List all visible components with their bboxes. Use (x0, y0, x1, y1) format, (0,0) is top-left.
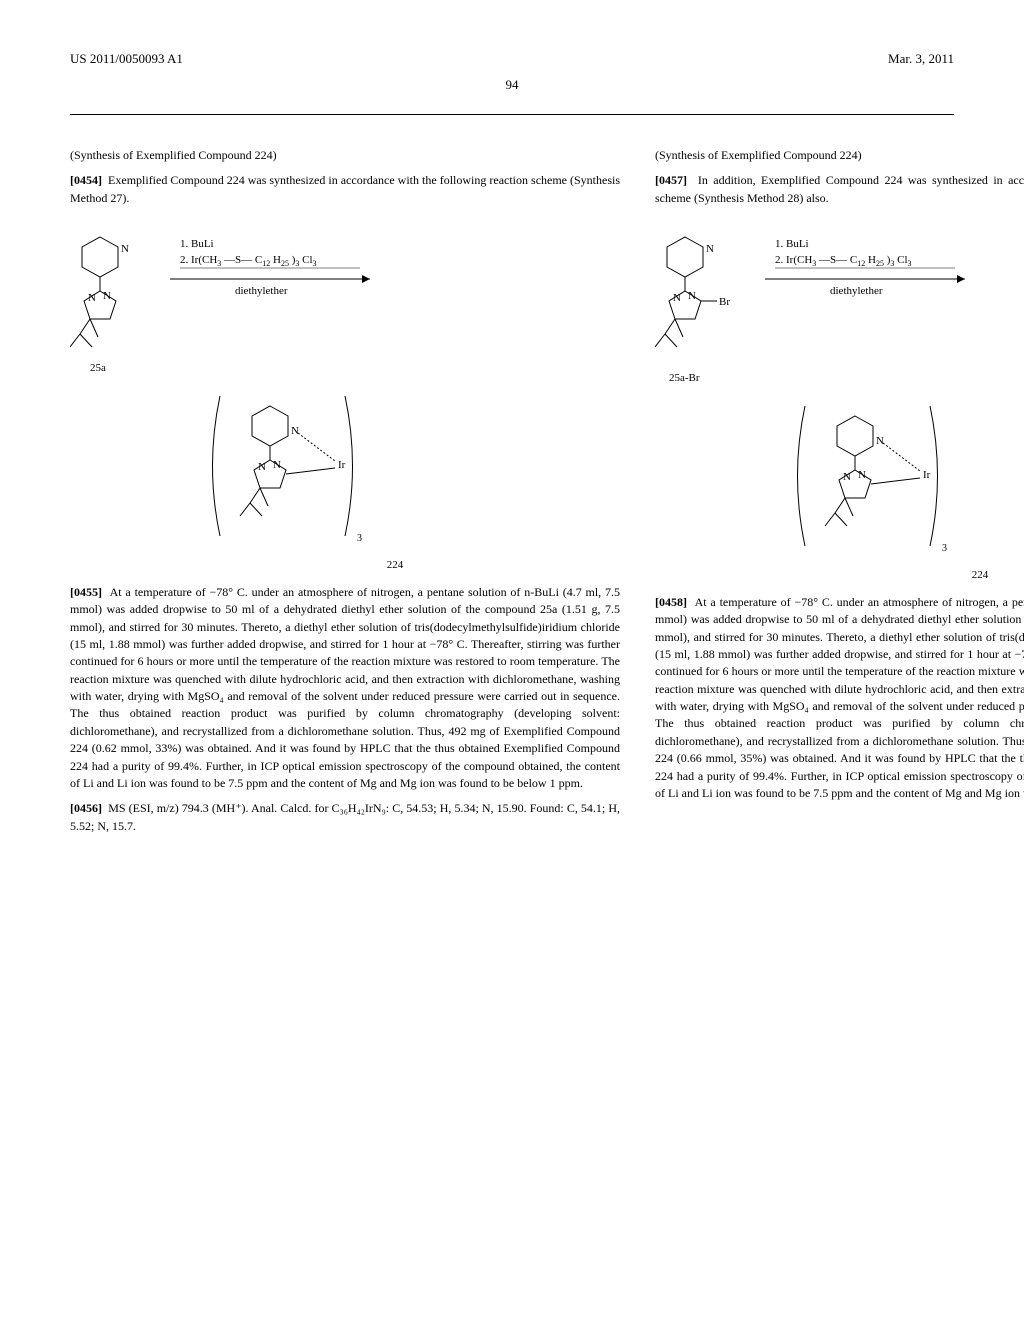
reaction-scheme-27: N N N 1. BuLi 2. Ir(CH3 —S— (70, 219, 620, 574)
compound-label-25a: 25a (90, 361, 620, 376)
solvent-r: diethylether (830, 285, 883, 297)
paragraph-text: Exemplified Compound 224 was synthesized… (70, 173, 620, 204)
compound-label-224-left: 224 (170, 558, 620, 573)
scheme28-product-svg: 3 N Ir N N (785, 396, 1024, 566)
paragraph-number: [0454] (70, 173, 102, 187)
n-label: N (258, 461, 266, 473)
subscript-3: 3 (942, 543, 947, 554)
paragraph-number: [0456] (70, 801, 102, 815)
compound-label-224-right: 224 (755, 568, 1024, 583)
n-label: N (88, 292, 96, 304)
reagent-2-r: 2. Ir(CH3 —S— C12 H25 )3 Cl3 (775, 254, 912, 269)
reaction-scheme-28: N N N Br 1. BuLi (655, 219, 1024, 584)
n-label: N (673, 292, 681, 304)
n-label: N (103, 290, 111, 302)
paragraph-text: In addition, Exemplified Compound 224 wa… (655, 173, 1024, 204)
left-column: (Synthesis of Exemplified Compound 224) … (70, 133, 620, 843)
publication-date: Mar. 3, 2011 (888, 50, 954, 68)
n-label: N (706, 243, 714, 255)
br-label: Br (719, 296, 730, 308)
paragraph-number: [0457] (655, 173, 687, 187)
publication-number: US 2011/0050093 A1 (70, 50, 183, 68)
header-rule (70, 114, 954, 115)
paragraph-0458: [0458] At a temperature of −78° C. under… (655, 594, 1024, 803)
page-number: 94 (70, 76, 954, 94)
paragraph-text: MS (ESI, m/z) 794.3 (MH⁺). Anal. Calcd. … (70, 801, 620, 832)
n-label: N (273, 459, 281, 471)
section-title-left: (Synthesis of Exemplified Compound 224) (70, 147, 620, 164)
n-label: N (121, 243, 129, 255)
paragraph-0456: [0456] MS (ESI, m/z) 794.3 (MH⁺). Anal. … (70, 800, 620, 835)
scheme27-product-svg: 3 N Ir N N (200, 386, 620, 556)
subscript-3: 3 (357, 533, 362, 544)
paragraph-text: At a temperature of −78° C. under an atm… (70, 585, 620, 790)
reagent-1: 1. BuLi (180, 238, 214, 250)
section-title-right: (Synthesis of Exemplified Compound 224) (655, 147, 1024, 164)
reagent-1-r: 1. BuLi (775, 238, 809, 250)
paragraph-number: [0455] (70, 585, 102, 599)
n-label: N (876, 435, 884, 447)
paragraph-0454: [0454] Exemplified Compound 224 was synt… (70, 172, 620, 207)
paragraph-number: [0458] (655, 595, 687, 609)
paragraph-0457: [0457] In addition, Exemplified Compound… (655, 172, 1024, 207)
reagent-2: 2. Ir(CH3 —S— C12 H25 )3 Cl3 (180, 254, 317, 269)
n-label: N (858, 469, 866, 481)
paragraph-0455: [0455] At a temperature of −78° C. under… (70, 584, 620, 793)
n-label: N (843, 471, 851, 483)
paragraph-text: At a temperature of −78° C. under an atm… (655, 595, 1024, 800)
scheme27-svg: N N N 1. BuLi 2. Ir(CH3 —S— (70, 219, 490, 359)
solvent: diethylether (235, 285, 288, 297)
right-column: (Synthesis of Exemplified Compound 224) … (655, 133, 1024, 843)
n-label: N (291, 425, 299, 437)
ir-label: Ir (923, 469, 931, 481)
compound-label-25a-br: 25a-Br (669, 371, 1024, 386)
ir-label: Ir (338, 459, 346, 471)
scheme28-svg: N N N Br 1. BuLi (655, 219, 1024, 369)
n-label: N (688, 290, 696, 302)
